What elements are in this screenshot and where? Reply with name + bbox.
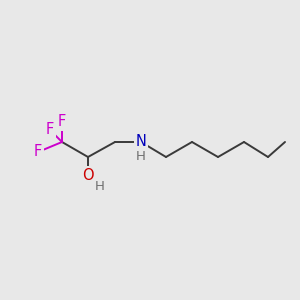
Text: F: F <box>34 145 42 160</box>
Text: F: F <box>58 115 66 130</box>
Text: O: O <box>82 167 94 182</box>
Text: H: H <box>136 149 146 163</box>
Text: H: H <box>95 181 105 194</box>
Text: N: N <box>136 134 146 149</box>
Text: F: F <box>46 122 54 137</box>
